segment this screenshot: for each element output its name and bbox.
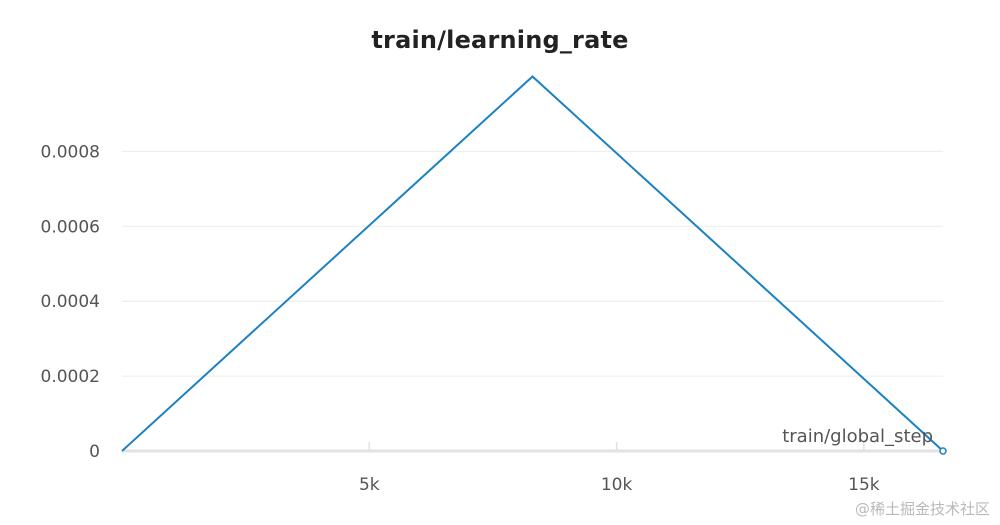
x-tick-label: 10k bbox=[601, 475, 633, 495]
watermark: @稀土掘金技术社区 bbox=[854, 500, 990, 518]
chart-title: train/learning_rate bbox=[371, 26, 629, 54]
y-tick-label: 0 bbox=[89, 442, 100, 462]
y-tick-label: 0.0004 bbox=[41, 292, 100, 312]
y-tick-label: 0.0008 bbox=[41, 142, 100, 162]
series-end-point bbox=[939, 447, 947, 455]
x-tick-label: 15k bbox=[848, 475, 880, 495]
grid-lines bbox=[122, 150, 943, 377]
y-tick-label: 0.0002 bbox=[41, 367, 100, 387]
y-axis-ticks: 0 0.0002 0.0004 0.0006 0.0008 bbox=[41, 142, 100, 462]
x-axis-ticks: 5k 10k 15k bbox=[359, 442, 880, 495]
y-tick-label: 0.0006 bbox=[41, 217, 100, 237]
x-tick-label: 5k bbox=[359, 475, 380, 495]
series-layer bbox=[121, 75, 947, 455]
series-line bbox=[121, 75, 944, 452]
x-axis-label: train/global_step bbox=[782, 426, 933, 447]
